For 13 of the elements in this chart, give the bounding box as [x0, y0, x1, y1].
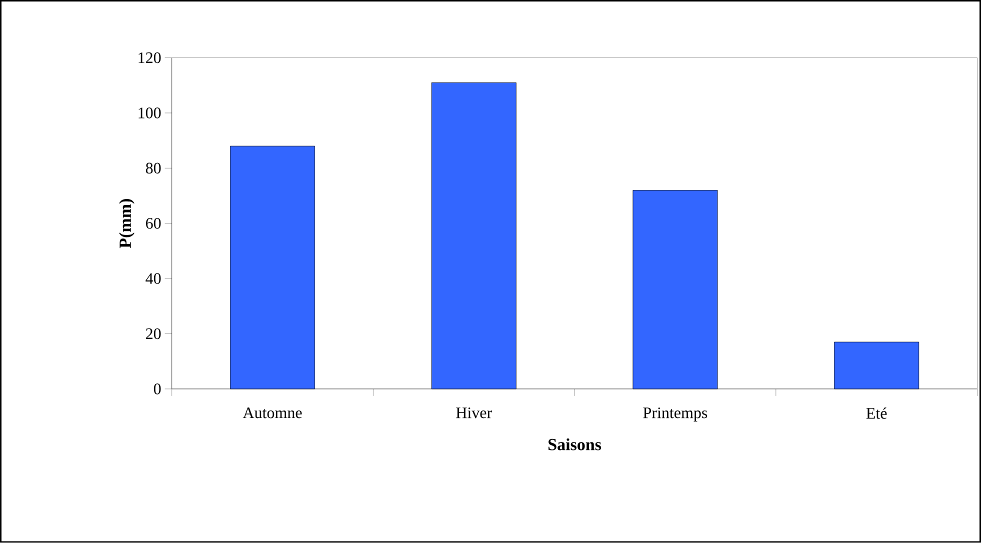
y-tick-label: 100	[138, 108, 161, 118]
y-axis-title: P(mm)	[119, 199, 134, 248]
y-tick-label: 0	[154, 384, 161, 394]
x-tick-label: Eté	[866, 408, 887, 419]
x-tick-label: Printemps	[643, 408, 708, 422]
x-tick-label: Hiver	[456, 408, 492, 418]
y-tick-label: 120	[138, 52, 161, 64]
y-tick-label: 80	[146, 162, 161, 174]
y-tick-label: 20	[146, 328, 161, 340]
y-tick-label: 60	[146, 218, 161, 229]
x-tick-label: Automne	[242, 408, 302, 418]
y-tick-label: 40	[146, 273, 161, 284]
x-axis-title: Saisons	[548, 438, 602, 450]
